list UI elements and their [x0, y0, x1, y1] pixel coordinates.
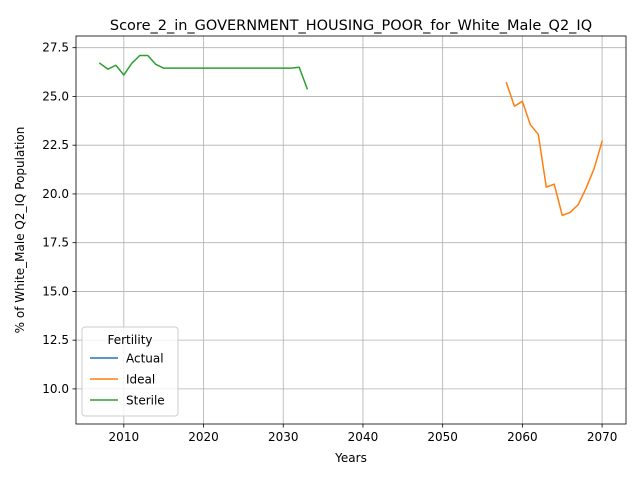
legend: Fertility Actual Ideal Sterile [81, 326, 179, 417]
plot-area-frame [75, 35, 627, 425]
axis-ticks: 2010 2020 2030 2040 2050 2060 2070 10.0 12.5 15.0… [42, 41, 617, 444]
y-tick-label: 10.0 [42, 382, 69, 396]
y-tick-label: 22.5 [42, 138, 69, 152]
chart-title: Score_2_in_GOVERNMENT_HOUSING_POOR_for_W… [110, 18, 592, 34]
legend-label-actual: Actual [126, 352, 164, 366]
x-tick-label: 2010 [109, 430, 140, 444]
legend-title: Fertility [107, 333, 152, 347]
series-line-sterile [98, 54, 309, 90]
x-tick-label: 2030 [268, 430, 299, 444]
legend-label-ideal: Ideal [126, 373, 155, 387]
legend-entries: Actual Ideal Sterile [90, 352, 165, 408]
y-tick-label: 15.0 [42, 284, 69, 298]
x-tick-label: 2070 [587, 430, 618, 444]
x-tick-label: 2050 [427, 430, 458, 444]
y-tick-label: 17.5 [42, 236, 69, 250]
y-tick-label: 27.5 [42, 41, 69, 55]
series-lines [98, 54, 604, 217]
legend-label-sterile: Sterile [126, 394, 165, 408]
y-tick-label: 25.0 [42, 89, 69, 103]
y-tick-label: 20.0 [42, 187, 69, 201]
legend-box [81, 326, 179, 417]
x-axis-label: Years [334, 451, 367, 465]
series-line-ideal [505, 81, 604, 217]
y-axis-label: % of White_Male Q2_IQ Population [13, 127, 27, 334]
y-tick-label: 12.5 [42, 333, 69, 347]
x-tick-label: 2040 [348, 430, 379, 444]
x-tick-label: 2060 [507, 430, 538, 444]
x-tick-label: 2020 [188, 430, 219, 444]
